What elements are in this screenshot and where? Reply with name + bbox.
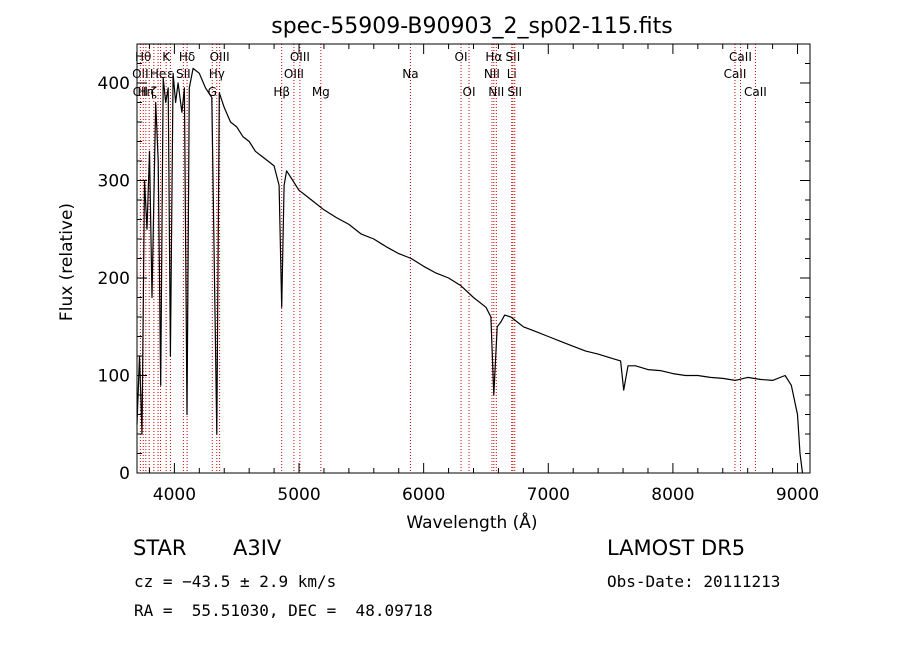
spectral-line-label: CaII <box>729 50 752 64</box>
spectral-line-label: OIII <box>290 50 310 64</box>
redshift-velocity: cz = −43.5 ± 2.9 km/s <box>134 572 337 591</box>
spectral-line-label: ζ <box>151 85 158 99</box>
spectral-line-label: OIII <box>284 67 304 81</box>
spectral-line-label: NII <box>488 85 504 99</box>
spectral-line-label: Hβ <box>273 85 290 99</box>
x-tick-label: 9000 <box>776 485 819 505</box>
spectral-line-label: Hα <box>485 50 502 64</box>
axis-ticks: 4000 5000 6000 7000 8000 9000 0 100 200 300 400 <box>98 43 819 505</box>
x-tick-label: 8000 <box>651 485 694 505</box>
spectral-line-label: SII <box>176 67 191 81</box>
spectral-line-label: SII <box>507 85 522 99</box>
spectral-line-label: OII <box>132 67 149 81</box>
spectral-line-label: Hη <box>138 85 155 99</box>
spectral-line-label: Na <box>402 67 418 81</box>
spectral-subclass: A3IV <box>233 536 282 560</box>
spectral-line-label: Hθ <box>135 50 151 64</box>
spectral-line-label: SII <box>506 50 521 64</box>
object-type-label: STAR <box>133 536 187 560</box>
y-tick-label: 200 <box>98 269 130 289</box>
spectral-line-label: CII <box>133 85 148 99</box>
x-axis-label: Wavelength (Å) <box>406 511 537 533</box>
y-tick-label: 400 <box>98 74 130 94</box>
spectral-line-label: Li <box>507 67 517 81</box>
spectral-line-label: OI <box>455 50 468 64</box>
spectrum-line <box>136 67 804 474</box>
spectral-line-label: CaII <box>744 85 767 99</box>
spectral-line-label: He <box>150 67 166 81</box>
spectrum-series <box>136 67 804 474</box>
spectral-line-label: CaII <box>724 67 747 81</box>
spectral-line-label: Hδ <box>179 50 195 64</box>
ra-dec-coordinates: RA = 55.51030, DEC = 48.09718 <box>134 601 433 620</box>
observation-date: Obs-Date: 20111213 <box>607 572 781 591</box>
y-tick-label: 100 <box>98 367 130 387</box>
spectral-line-label: OI <box>463 85 476 99</box>
survey-name: LAMOST DR5 <box>607 536 746 560</box>
x-tick-label: 7000 <box>527 485 570 505</box>
plot-frame <box>136 43 811 474</box>
y-axis-label: Flux (relative) <box>57 203 77 321</box>
x-tick-label: 5000 <box>277 485 320 505</box>
spectral-line-label: NII <box>484 67 500 81</box>
x-tick-label: 4000 <box>153 485 196 505</box>
x-tick-label: 6000 <box>402 485 445 505</box>
spectral-line-label: OIII <box>210 50 230 64</box>
y-tick-label: 300 <box>98 172 130 192</box>
spectral-line-label: ε <box>167 67 174 81</box>
spectral-line-label: Mg <box>312 85 330 99</box>
y-tick-label: 0 <box>119 464 130 484</box>
spectral-line-label: Hγ <box>209 67 225 81</box>
spectral-line-label: G <box>208 85 217 99</box>
chart-title: spec-55909-B90903_2_sp02-115.fits <box>271 14 673 39</box>
spectral-line-label: K <box>162 50 171 64</box>
